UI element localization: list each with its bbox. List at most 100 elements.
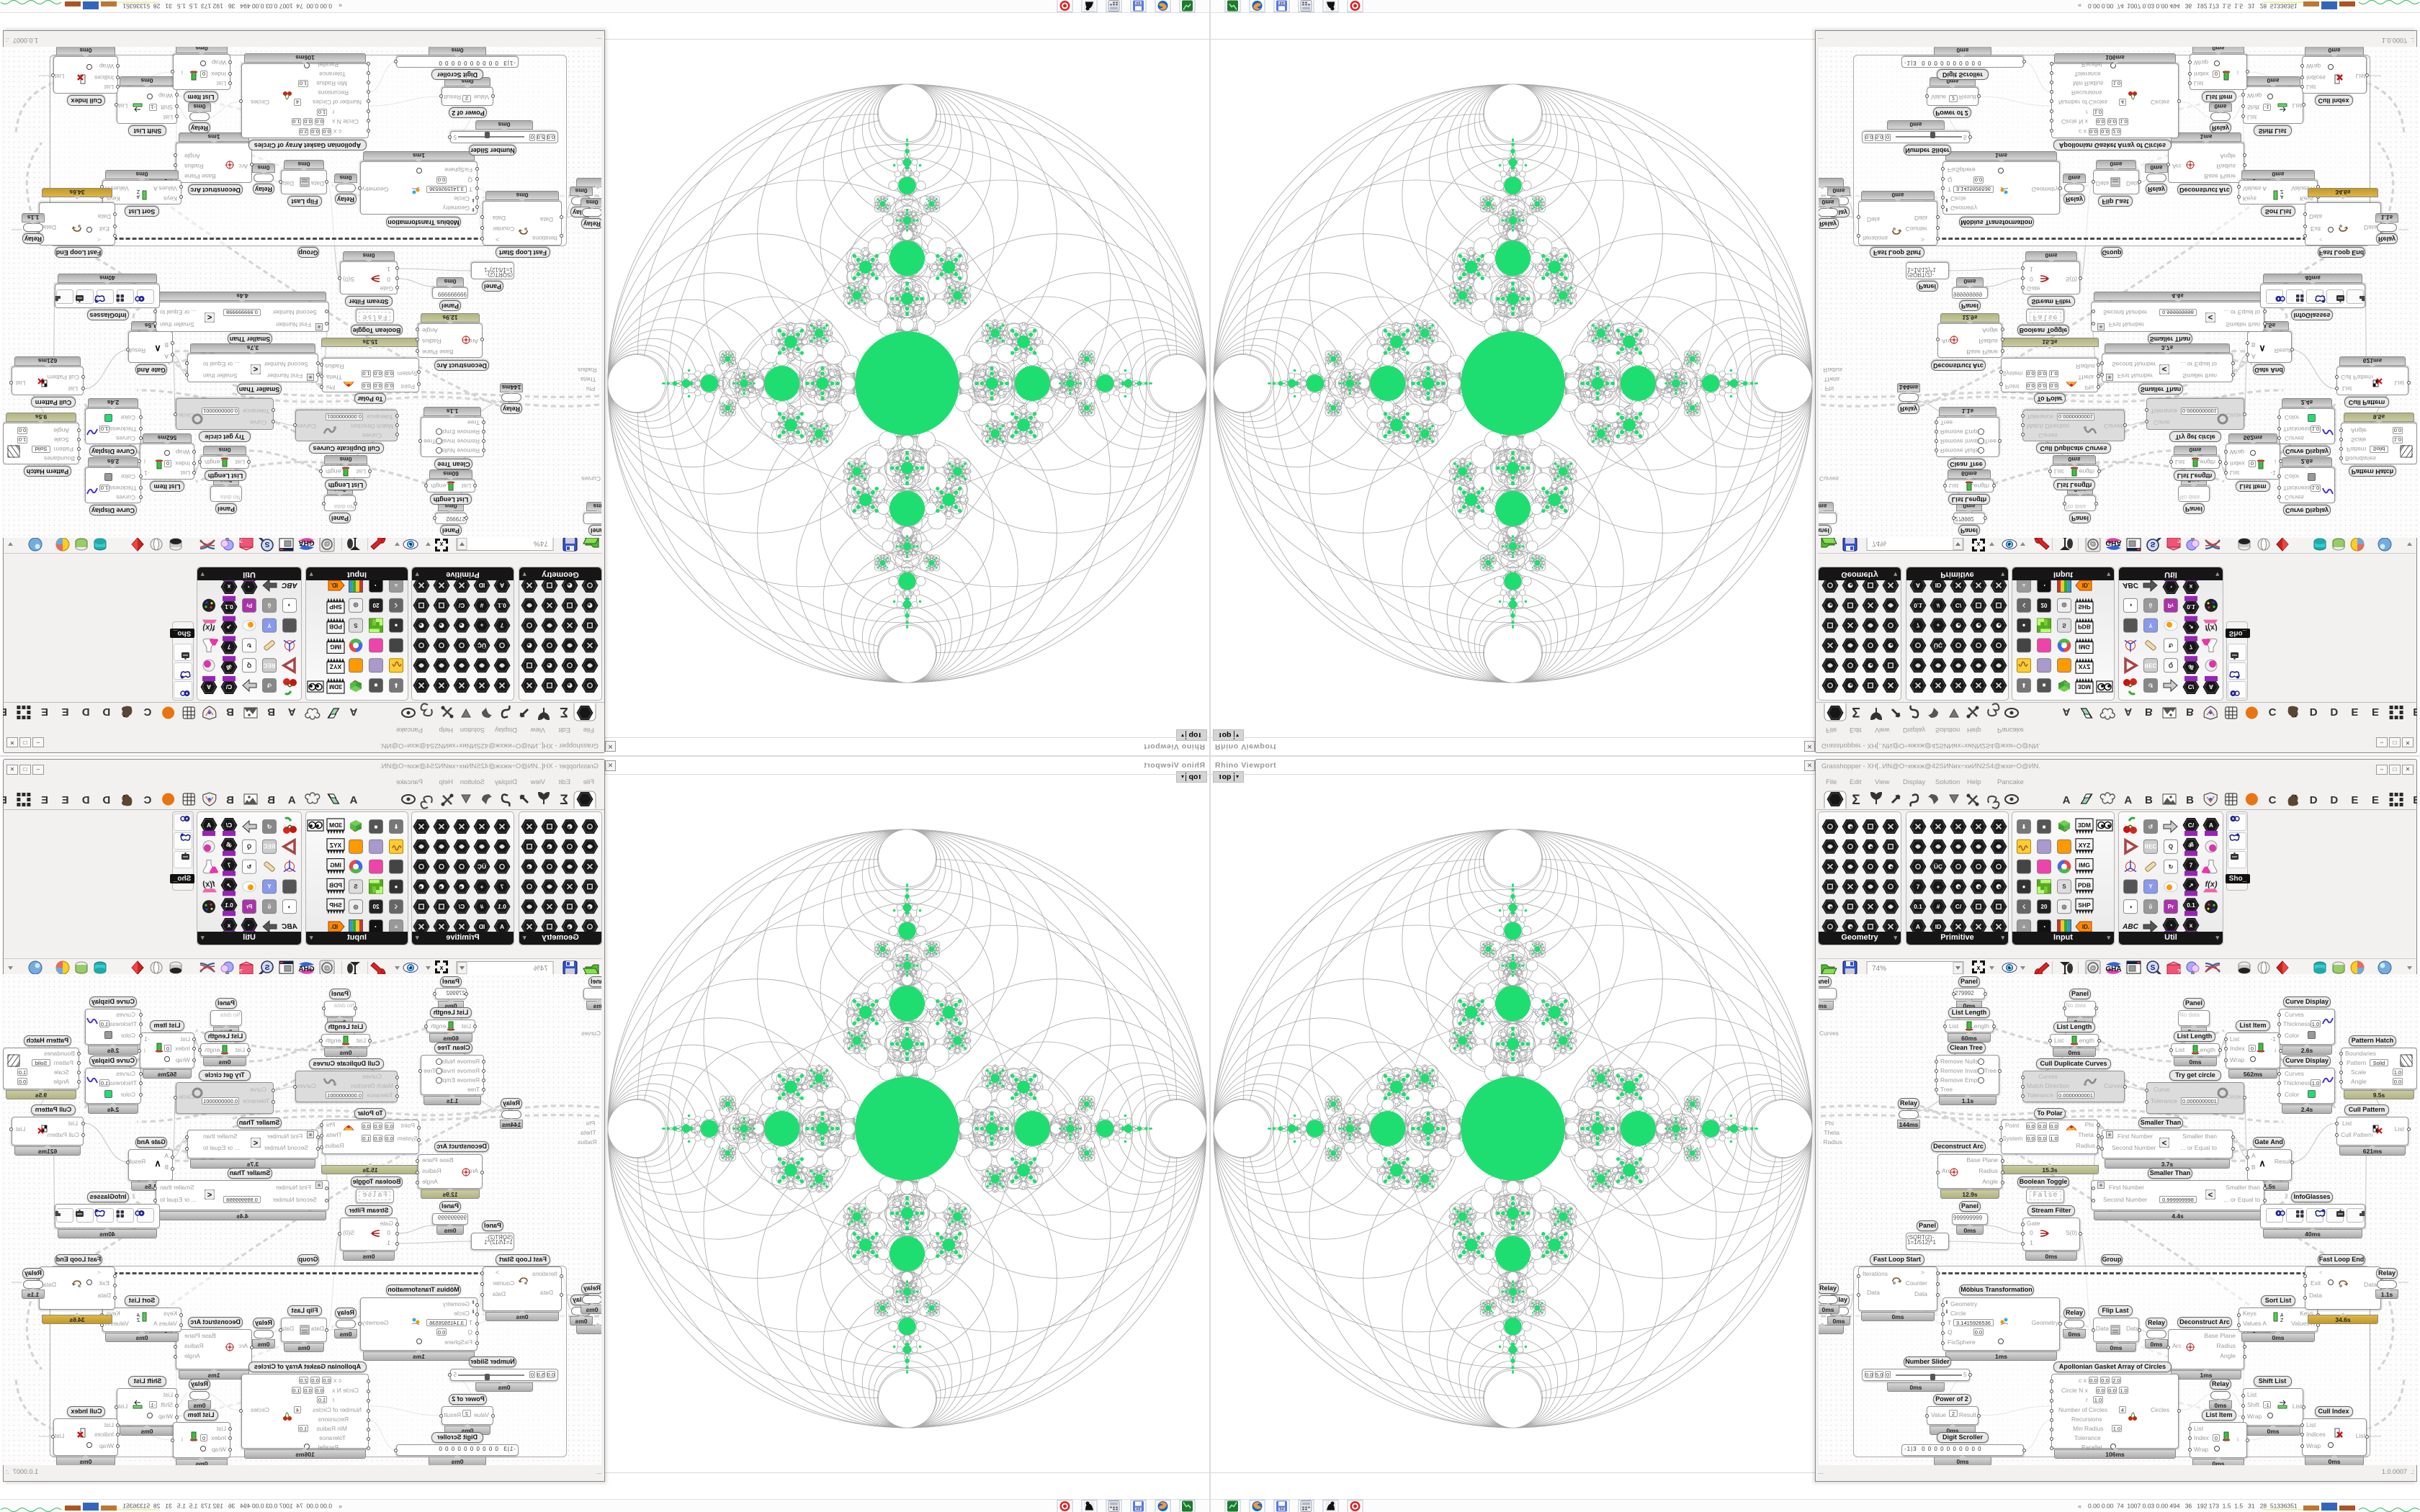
svg-text:ABC: ABC: [281, 581, 297, 589]
svg-text:+: +: [1937, 622, 1940, 629]
svg-text:3DM: 3DM: [329, 822, 342, 829]
svg-text:E: E: [2413, 794, 2417, 806]
svg-text:74%: 74%: [1872, 539, 1886, 547]
svg-text:?: ?: [239, 537, 243, 544]
svg-text:C: C: [143, 794, 151, 806]
svg-text:Y: Y: [2148, 622, 2153, 629]
svg-text:SHP: SHP: [329, 901, 342, 909]
svg-text:«: «: [339, 1503, 342, 1510]
svg-text:A: A: [349, 706, 357, 718]
svg-text:⬇: ⬇: [2022, 824, 2027, 830]
svg-text:☇: ☇: [2022, 904, 2026, 910]
svg-text:C/: C/: [458, 903, 465, 910]
svg-text:◎: ◎: [353, 602, 358, 608]
svg-text:Q: Q: [2169, 844, 2173, 850]
svg-text:0.00 0.00 74 1007 0.03 0.00: 0.00 0.00 74 1007 0.03 0.00 494 36 192 1…: [2088, 3, 2298, 10]
svg-text:B: B: [2186, 706, 2194, 718]
svg-text:Q: Q: [247, 662, 251, 668]
svg-text:ÜÇ: ÜÇ: [478, 863, 486, 870]
svg-text:C: C: [2269, 794, 2277, 806]
svg-text:C/: C/: [225, 683, 232, 690]
svg-text:64: 64: [1137, 1508, 1141, 1512]
svg-text:0.1: 0.1: [1914, 903, 1922, 910]
svg-text:«: «: [2078, 1503, 2081, 1510]
svg-text:↺: ↺: [2148, 824, 2154, 830]
svg-text:D: D: [2330, 794, 2338, 806]
svg-text:7: 7: [227, 643, 230, 650]
svg-text:A: A: [288, 794, 296, 806]
svg-text:E: E: [2351, 706, 2358, 718]
svg-text:?: ?: [2177, 537, 2181, 544]
svg-text:S: S: [2151, 540, 2156, 548]
svg-text:64: 64: [1280, 1508, 1284, 1512]
svg-text:↻: ↻: [2169, 642, 2174, 649]
svg-text:ID.: ID.: [2082, 924, 2089, 930]
svg-text:E: E: [62, 794, 69, 806]
svg-text:∧: ∧: [154, 344, 161, 354]
svg-text:20: 20: [372, 602, 379, 608]
svg-text:S: S: [354, 622, 358, 629]
svg-text:<: <: [254, 364, 258, 373]
svg-text:E: E: [3, 794, 7, 806]
svg-text:SHP: SHP: [2078, 901, 2091, 909]
svg-text:<: <: [2208, 312, 2213, 321]
svg-text:ID.: ID.: [331, 924, 338, 930]
svg-text:#: #: [1937, 903, 1940, 910]
svg-text:■: ■: [374, 682, 377, 688]
svg-text:7: 7: [1917, 883, 1920, 890]
svg-text:XYZ: XYZ: [2079, 842, 2091, 849]
svg-text:◔: ◔: [374, 924, 377, 930]
svg-text:≡: ≡: [2022, 582, 2026, 588]
svg-text:3DM: 3DM: [329, 683, 342, 690]
svg-text:ABC: ABC: [2122, 581, 2138, 589]
svg-text:●: ●: [2022, 883, 2026, 890]
svg-text:◔: ◔: [247, 583, 251, 590]
svg-text:↗: ↗: [2188, 881, 2193, 888]
svg-text:D: D: [102, 706, 110, 718]
svg-text:ID: ID: [479, 923, 485, 930]
svg-text:◎: ◎: [2062, 602, 2067, 608]
svg-text:7: 7: [1917, 622, 1920, 629]
svg-text:D: D: [2310, 706, 2318, 718]
svg-text:∧: ∧: [2259, 1158, 2266, 1168]
svg-text:A: A: [207, 683, 211, 690]
svg-text:0.00 0.00 74 1007 0.03 0.00: 0.00 0.00 74 1007 0.03 0.00 494 36 192 1…: [122, 3, 332, 10]
svg-text:ID.: ID.: [331, 582, 338, 588]
svg-text:REC: REC: [2145, 844, 2157, 850]
svg-text:7: 7: [2190, 862, 2193, 869]
svg-text:A: A: [1916, 923, 1920, 930]
svg-text:∧: ∧: [2259, 344, 2266, 354]
svg-text:7: 7: [2190, 643, 2193, 650]
svg-text:x: x: [2190, 583, 2193, 590]
svg-text:B: B: [226, 794, 234, 806]
svg-text:Σ: Σ: [560, 793, 568, 808]
svg-text:◎: ◎: [2062, 904, 2067, 910]
svg-text:B: B: [267, 706, 275, 718]
svg-text:ID: ID: [479, 582, 485, 589]
svg-text:∧: ∧: [154, 1158, 161, 1168]
svg-text:IMG: IMG: [2079, 862, 2090, 869]
svg-text:◔: ◔: [2169, 583, 2172, 590]
svg-text:0.1: 0.1: [225, 901, 233, 909]
svg-text:0.1: 0.1: [498, 602, 506, 609]
svg-text:◔: ◔: [2169, 922, 2172, 929]
svg-text:0.1: 0.1: [2187, 603, 2195, 611]
svg-text:A: A: [2063, 706, 2071, 718]
svg-text:ABC: ABC: [281, 923, 297, 931]
svg-text:E: E: [2351, 794, 2358, 806]
svg-text:64: 64: [1280, 1, 1284, 5]
svg-text:<: <: [2162, 364, 2166, 373]
svg-text:◔: ◔: [374, 582, 377, 588]
svg-text:E: E: [2372, 706, 2379, 718]
svg-text:Σ: Σ: [1852, 704, 1860, 719]
svg-text:↗: ↗: [226, 624, 231, 631]
svg-text:ὕ: ὕ: [267, 904, 271, 910]
svg-text:ॐ: ॐ: [226, 842, 232, 849]
svg-text:E: E: [62, 706, 69, 718]
svg-text:B: B: [267, 794, 275, 806]
svg-text:?: ?: [2177, 968, 2181, 975]
svg-text:x: x: [2190, 922, 2193, 929]
svg-text:x: x: [439, 964, 443, 971]
svg-text:A: A: [2124, 706, 2132, 718]
svg-text:■: ■: [374, 824, 377, 830]
